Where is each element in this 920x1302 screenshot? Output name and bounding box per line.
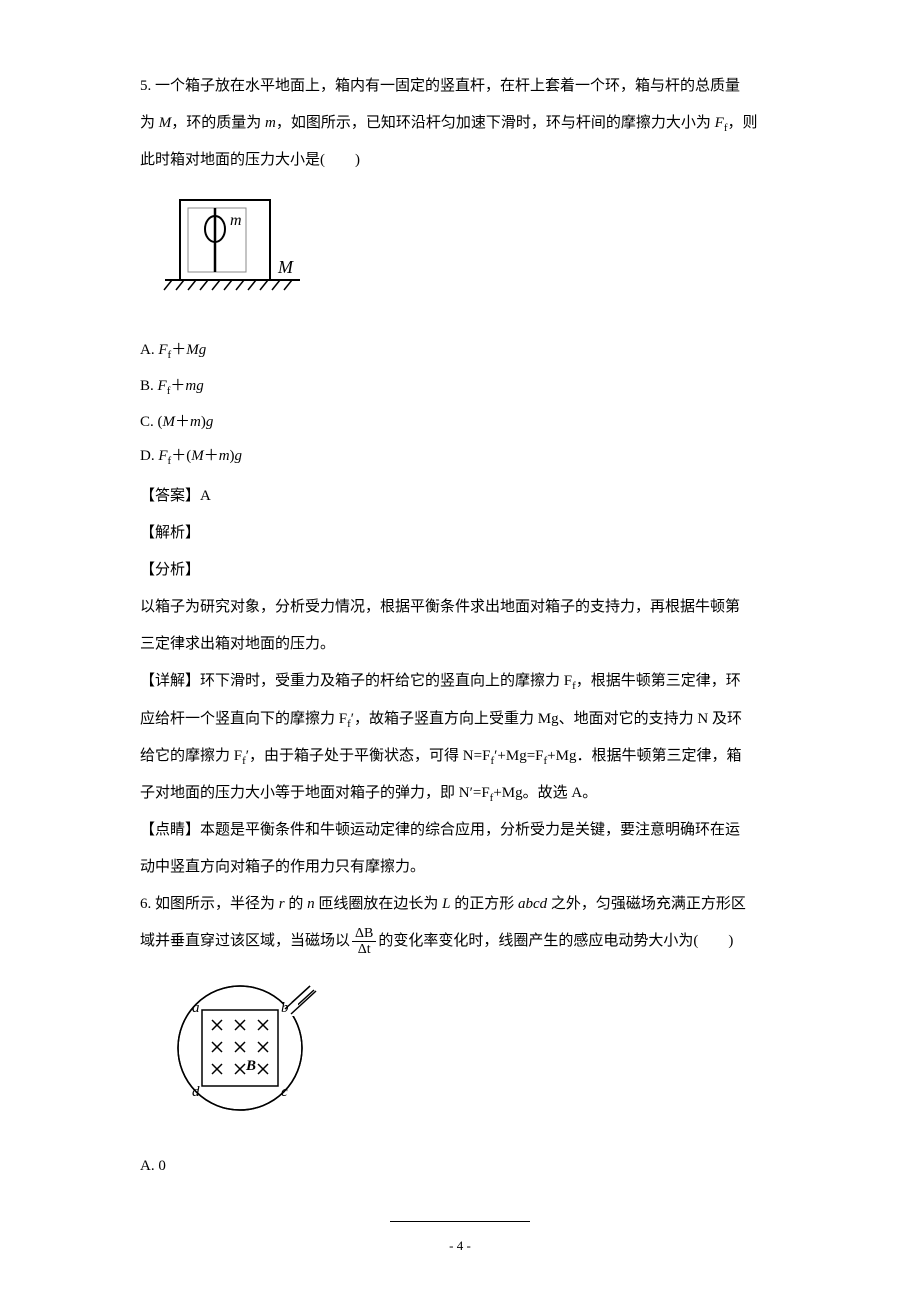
q6-l1-n: n <box>307 896 315 912</box>
q5-opt-b: B. Ff＋mg <box>140 372 780 402</box>
optD-g: g <box>235 448 243 464</box>
det-l2b: ，故箱子竖直方向上受重力 Mg、地面对它的支持力 N 及环 <box>354 711 742 727</box>
optD-M: M <box>191 448 204 464</box>
svg-text:B: B <box>245 1058 256 1074</box>
optA-pre: A. <box>140 342 158 358</box>
det-l1b: ，根据牛顿第三定律，环 <box>576 673 741 689</box>
q5-tip-label: 【点睛】 <box>140 822 200 838</box>
q6-frac: ΔBΔt <box>352 926 376 958</box>
q6-frac-num: ΔB <box>352 926 376 942</box>
q5-opt-c: C. (M＋m)g <box>140 408 780 437</box>
q5-det-l2: 应给杆一个竖直向下的摩擦力 Ff′，故箱子竖直方向上受重力 Mg、地面对它的支持… <box>140 703 780 736</box>
optB-pre: B. <box>140 378 158 394</box>
optB-mg: mg <box>185 378 203 394</box>
optD-pre: D. <box>140 448 158 464</box>
q6-line1: 6. 如图所示，半径为 r 的 n 匝线圈放在边长为 L 的正方形 abcd 之… <box>140 888 780 921</box>
q6-options: A. 0 <box>140 1152 780 1181</box>
q5-fenxi-label: 【分析】 <box>140 554 780 587</box>
q6-l2a: 域并垂直穿过该区域，当磁场以 <box>140 933 350 949</box>
optD-F: F <box>158 448 167 464</box>
optD-plus: ＋( <box>171 448 191 464</box>
q5-l2-d: ，则 <box>727 115 757 131</box>
q6-l2b: 的变化率变化时，线圈产生的感应电动势大小为( ) <box>378 933 733 949</box>
q5-figure: m M <box>160 195 310 318</box>
det-l3a: 给它的摩擦力 F <box>140 748 242 764</box>
svg-text:b: b <box>281 1000 289 1016</box>
optA-plus: ＋ <box>171 342 186 358</box>
optC-pre: C. ( <box>140 414 163 430</box>
q5-tip-l2: 动中竖直方向对箱子的作用力只有摩擦力。 <box>140 851 780 884</box>
svg-text:d: d <box>192 1084 200 1100</box>
optB-plus: ＋ <box>170 378 185 394</box>
page-container: 5. 一个箱子放在水平地面上，箱内有一固定的竖直杆，在杆上套着一个环，箱与杆的总… <box>70 0 850 1300</box>
svg-text:c: c <box>281 1084 288 1100</box>
q6-l1c: 匝线圈放在边长为 <box>315 896 443 912</box>
q5-tip-l1: 【点睛】本题是平衡条件和牛顿运动定律的综合应用，分析受力是关键，要注意明确环在运 <box>140 814 780 847</box>
q5-det-label: 【详解】 <box>140 673 200 689</box>
q6-l1-abcd: abcd <box>518 896 547 912</box>
q6-opt-a: A. 0 <box>140 1152 780 1181</box>
q5-l2-M: M <box>159 115 172 131</box>
q5-det-l1: 【详解】环下滑时，受重力及箱子的杆给它的竖直向上的摩擦力 Ff，根据牛顿第三定律… <box>140 665 780 698</box>
q5-det-l4: 子对地面的压力大小等于地面对箱子的弹力，即 N′=Ff+Mg。故选 A。 <box>140 777 780 810</box>
det-l1a: 环下滑时，受重力及箱子的杆给它的竖直向上的摩擦力 F <box>200 673 572 689</box>
det-l3d: +Mg．根据牛顿第三定律，箱 <box>547 748 741 764</box>
q5-l2-m: m <box>265 115 276 131</box>
q6-figure: a b c d B <box>160 976 320 1134</box>
q6-l1a: 6. 如图所示，半径为 <box>140 896 279 912</box>
q6-frac-den: Δt <box>352 942 376 957</box>
q5-line1: 5. 一个箱子放在水平地面上，箱内有一固定的竖直杆，在杆上套着一个环，箱与杆的总… <box>140 70 780 103</box>
q5-l2-c: ，如图所示，已知环沿杆匀加速下滑时，环与杆间的摩擦力大小为 <box>276 115 715 131</box>
q5-jiexi: 【解析】 <box>140 517 780 550</box>
q6-l1d: 的正方形 <box>450 896 518 912</box>
tip-l1: 本题是平衡条件和牛顿运动定律的综合应用，分析受力是关键，要注意明确环在运 <box>200 822 740 838</box>
det-l4b: +Mg。故选 A。 <box>493 785 597 801</box>
optD-m: m <box>219 448 230 464</box>
q6-l1e: 之外，匀强磁场充满正方形区 <box>547 896 746 912</box>
q5-fenxi-l1: 以箱子为研究对象，分析受力情况，根据平衡条件求出地面对箱子的支持力，再根据牛顿第 <box>140 591 780 624</box>
optA-Mg: Mg <box>186 342 206 358</box>
optC-plus: ＋ <box>175 414 190 430</box>
optC-M: M <box>163 414 176 430</box>
svg-text:a: a <box>192 1000 200 1016</box>
det-l3c: +Mg=F <box>497 748 543 764</box>
q5-opt-a: A. Ff＋Mg <box>140 336 780 366</box>
optD-plus2: ＋ <box>204 448 219 464</box>
fig1-m-label: m <box>230 212 242 229</box>
q6-l1b: 的 <box>285 896 308 912</box>
q5-line2: 为 M，环的质量为 m，如图所示，已知环沿杆匀加速下滑时，环与杆间的摩擦力大小为… <box>140 107 780 140</box>
q5-l2-a: 为 <box>140 115 159 131</box>
det-l2a: 应给杆一个竖直向下的摩擦力 F <box>140 711 347 727</box>
q6-line2: 域并垂直穿过该区域，当磁场以ΔBΔt的变化率变化时，线圈产生的感应电动势大小为(… <box>140 925 780 958</box>
optA-F: F <box>158 342 167 358</box>
optC-g: g <box>206 414 214 430</box>
q5-fenxi-l2: 三定律求出箱对地面的压力。 <box>140 628 780 661</box>
q5-det-l3: 给它的摩擦力 Ff′，由于箱子处于平衡状态，可得 N=Ff′+Mg=Ff+Mg．… <box>140 740 780 773</box>
q5-options: A. Ff＋Mg B. Ff＋mg C. (M＋m)g D. Ff＋(M＋m)g <box>140 336 780 472</box>
q5-answer: 【答案】A <box>140 480 780 513</box>
q5-l2-b: ，环的质量为 <box>171 115 265 131</box>
optC-m: m <box>190 414 201 430</box>
det-l3b: ，由于箱子处于平衡状态，可得 N=F <box>249 748 490 764</box>
page-number: - 4 - <box>390 1221 530 1261</box>
fig1-M-label: M <box>277 257 294 277</box>
q5-l2-Ff: F <box>715 115 724 131</box>
q5-opt-d: D. Ff＋(M＋m)g <box>140 442 780 472</box>
q5-line3: 此时箱对地面的压力大小是( ) <box>140 144 780 177</box>
det-l4a: 子对地面的压力大小等于地面对箱子的弹力，即 N′=F <box>140 785 490 801</box>
optB-F: F <box>158 378 167 394</box>
